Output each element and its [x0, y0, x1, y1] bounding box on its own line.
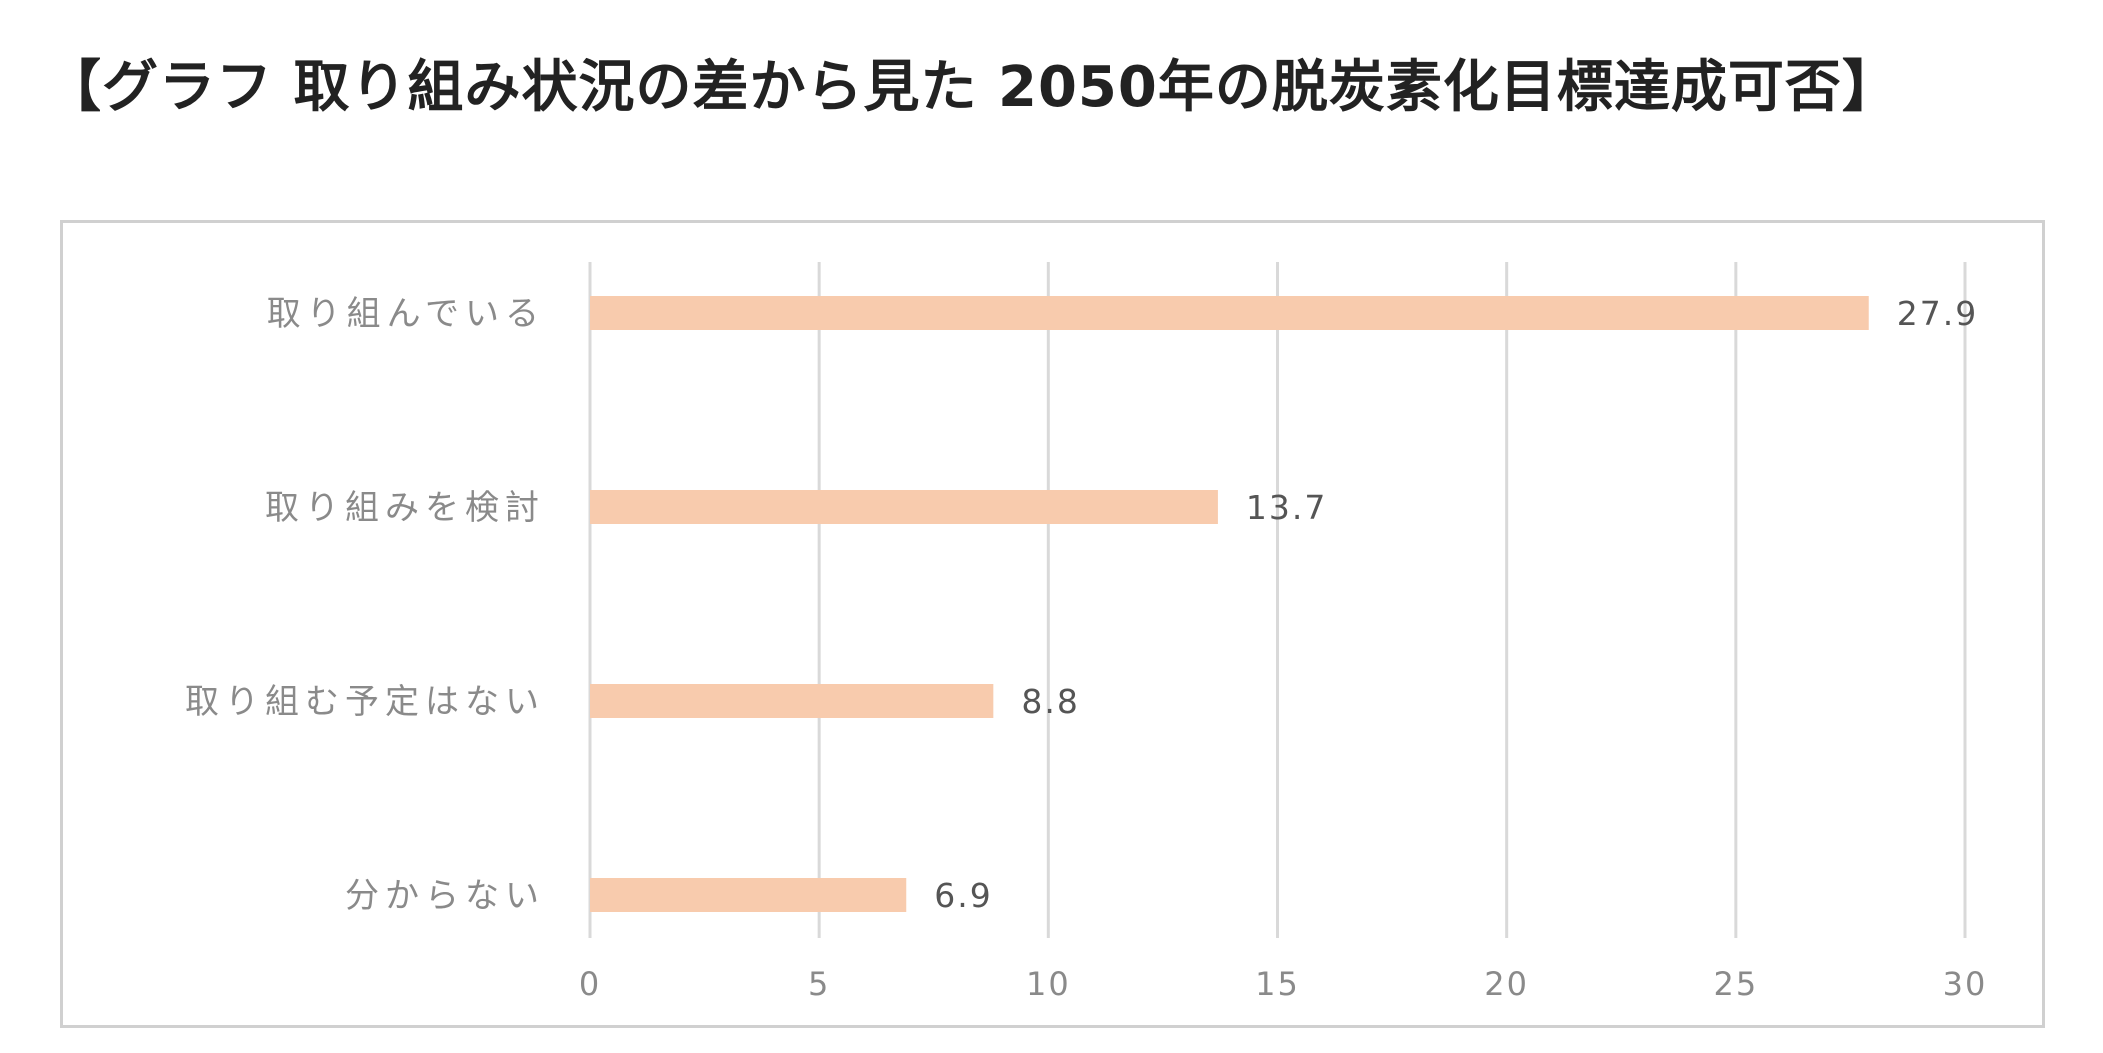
- x-tick-label-0: 0: [579, 965, 601, 1003]
- bar-0: [590, 296, 1869, 330]
- x-tick-label-5: 25: [1713, 965, 1758, 1003]
- category-label-3: 分からない: [345, 876, 545, 916]
- data-labels: 27.9 13.7 8.8 6.9: [934, 294, 1978, 915]
- category-label-2: 取り組む予定はない: [185, 682, 545, 722]
- gridlines: [588, 262, 1967, 938]
- data-label-1: 13.7: [1246, 488, 1327, 527]
- data-label-0: 27.9: [1897, 294, 1978, 333]
- chart-frame: [60, 220, 2045, 1028]
- page-title: 【グラフ 取り組み状況の差から見た 2050年の脱炭素化目標達成可否】: [45, 55, 1899, 120]
- bar-3: [590, 878, 907, 912]
- x-tick-label-1: 5: [808, 965, 830, 1003]
- data-label-3: 6.9: [934, 876, 992, 915]
- x-tick-label-2: 10: [1026, 965, 1071, 1003]
- bar-2: [590, 684, 994, 718]
- bar-1: [590, 490, 1218, 524]
- x-tick-labels: 0 5 10 15 20 25 30: [579, 965, 1988, 1003]
- category-label-1: 取り組みを検討: [265, 488, 545, 528]
- category-label-0: 取り組んでいる: [267, 294, 545, 334]
- data-label-2: 8.8: [1021, 682, 1079, 721]
- bars: [590, 296, 1869, 912]
- x-tick-label-4: 20: [1484, 965, 1529, 1003]
- x-tick-label-3: 15: [1255, 965, 1300, 1003]
- x-tick-label-6: 30: [1943, 965, 1988, 1003]
